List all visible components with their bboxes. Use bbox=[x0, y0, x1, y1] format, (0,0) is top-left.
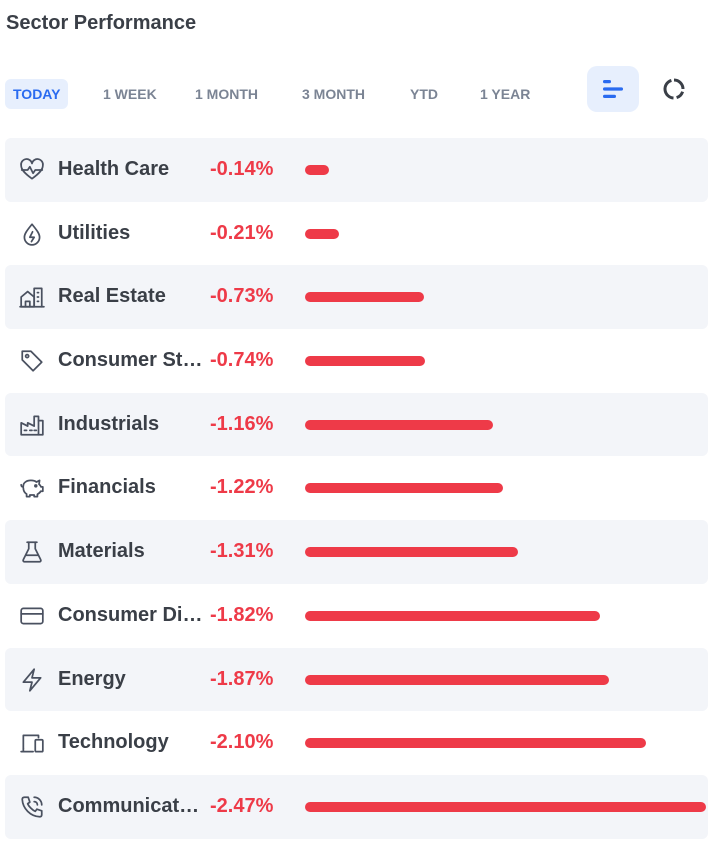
sector-row-utilities[interactable]: Utilities -0.21% bbox=[5, 202, 708, 266]
tag-icon bbox=[19, 348, 45, 374]
sector-change-bar bbox=[305, 547, 518, 558]
devices-icon bbox=[19, 730, 45, 756]
tab-1-month[interactable]: 1 MONTH bbox=[195, 86, 258, 102]
sector-change-value: -0.14% bbox=[210, 158, 274, 180]
sector-change-value: -0.74% bbox=[210, 349, 274, 372]
heart-pulse-icon bbox=[19, 157, 45, 183]
sector-change-bar bbox=[305, 738, 646, 749]
sector-change-bar bbox=[305, 674, 609, 685]
factory-icon bbox=[19, 412, 45, 438]
sector-change-bar bbox=[305, 483, 504, 494]
piggy-bank-icon bbox=[19, 475, 45, 501]
donut-view-button[interactable] bbox=[648, 66, 700, 112]
buildings-icon bbox=[19, 284, 45, 310]
sector-row-real-estate[interactable]: Real Estate -0.73% bbox=[5, 265, 708, 330]
horizontal-bars-icon bbox=[603, 80, 623, 98]
tab-ytd[interactable]: YTD bbox=[410, 86, 438, 102]
sector-change-bar bbox=[305, 356, 426, 367]
sector-change-value: -0.73% bbox=[210, 285, 274, 308]
droplet-bolt-icon bbox=[19, 221, 45, 247]
sector-name: Consumer Di… bbox=[58, 603, 203, 626]
donut-chart-icon bbox=[663, 78, 685, 100]
sector-name: Real Estate bbox=[58, 285, 166, 308]
sector-change-bar bbox=[305, 165, 329, 175]
sector-change-bar bbox=[305, 801, 706, 812]
tab-today[interactable]: TODAY bbox=[5, 79, 69, 109]
tab-1-week[interactable]: 1 WEEK bbox=[103, 86, 157, 102]
sector-change-value: -2.47% bbox=[210, 794, 274, 817]
timeframe-tabs: TODAY 1 WEEK 1 MONTH 3 MONTH YTD 1 YEAR bbox=[5, 79, 565, 109]
sector-change-value: -1.22% bbox=[210, 476, 274, 499]
sector-change-value: -2.10% bbox=[210, 731, 274, 754]
sector-row-financials[interactable]: Financials -1.22% bbox=[5, 456, 708, 520]
sector-name: Health Care bbox=[58, 158, 170, 180]
sector-list: Health Care -0.14% Utilities -0.21% Real… bbox=[5, 138, 708, 839]
sector-row-health-care[interactable]: Health Care -0.14% bbox=[5, 138, 708, 202]
tab-3-month[interactable]: 3 MONTH bbox=[302, 86, 365, 102]
sector-row-energy[interactable]: Energy -1.87% bbox=[5, 647, 708, 712]
sector-row-consumer-staples[interactable]: Consumer St… -0.74% bbox=[5, 329, 708, 393]
sector-row-technology[interactable]: Technology -2.10% bbox=[5, 711, 708, 775]
sector-change-bar bbox=[305, 228, 340, 239]
sector-name: Energy bbox=[58, 667, 126, 690]
sector-change-value: -1.87% bbox=[210, 667, 274, 690]
sector-name: Utilities bbox=[58, 221, 131, 244]
sector-name: Materials bbox=[58, 540, 145, 563]
sector-row-communication-services[interactable]: Communicat… -2.47% bbox=[5, 774, 708, 839]
sector-change-value: -1.82% bbox=[210, 603, 274, 626]
bar-view-button[interactable] bbox=[587, 66, 639, 112]
sector-change-bar bbox=[305, 419, 494, 430]
sector-name: Consumer St… bbox=[58, 349, 203, 372]
sector-change-value: -1.31% bbox=[210, 540, 274, 563]
sector-row-industrials[interactable]: Industrials -1.16% bbox=[5, 392, 708, 457]
widget-title: Sector Performance bbox=[6, 12, 197, 34]
sector-name: Financials bbox=[58, 476, 156, 499]
flask-icon bbox=[19, 539, 45, 565]
sector-change-value: -1.16% bbox=[210, 412, 274, 435]
sector-change-bar bbox=[305, 292, 424, 303]
sector-name: Technology bbox=[58, 731, 169, 754]
phone-ringing-icon bbox=[19, 794, 45, 820]
sector-name: Industrials bbox=[58, 412, 160, 435]
credit-card-icon bbox=[19, 603, 45, 629]
lightning-icon bbox=[19, 667, 45, 693]
sector-change-value: -0.21% bbox=[210, 221, 274, 244]
sector-row-materials[interactable]: Materials -1.31% bbox=[5, 520, 708, 584]
sector-change-bar bbox=[305, 610, 601, 621]
tab-1-year[interactable]: 1 YEAR bbox=[480, 86, 531, 102]
sector-row-consumer-discretionary[interactable]: Consumer Di… -1.82% bbox=[5, 584, 708, 648]
sector-name: Communicat… bbox=[58, 794, 200, 817]
